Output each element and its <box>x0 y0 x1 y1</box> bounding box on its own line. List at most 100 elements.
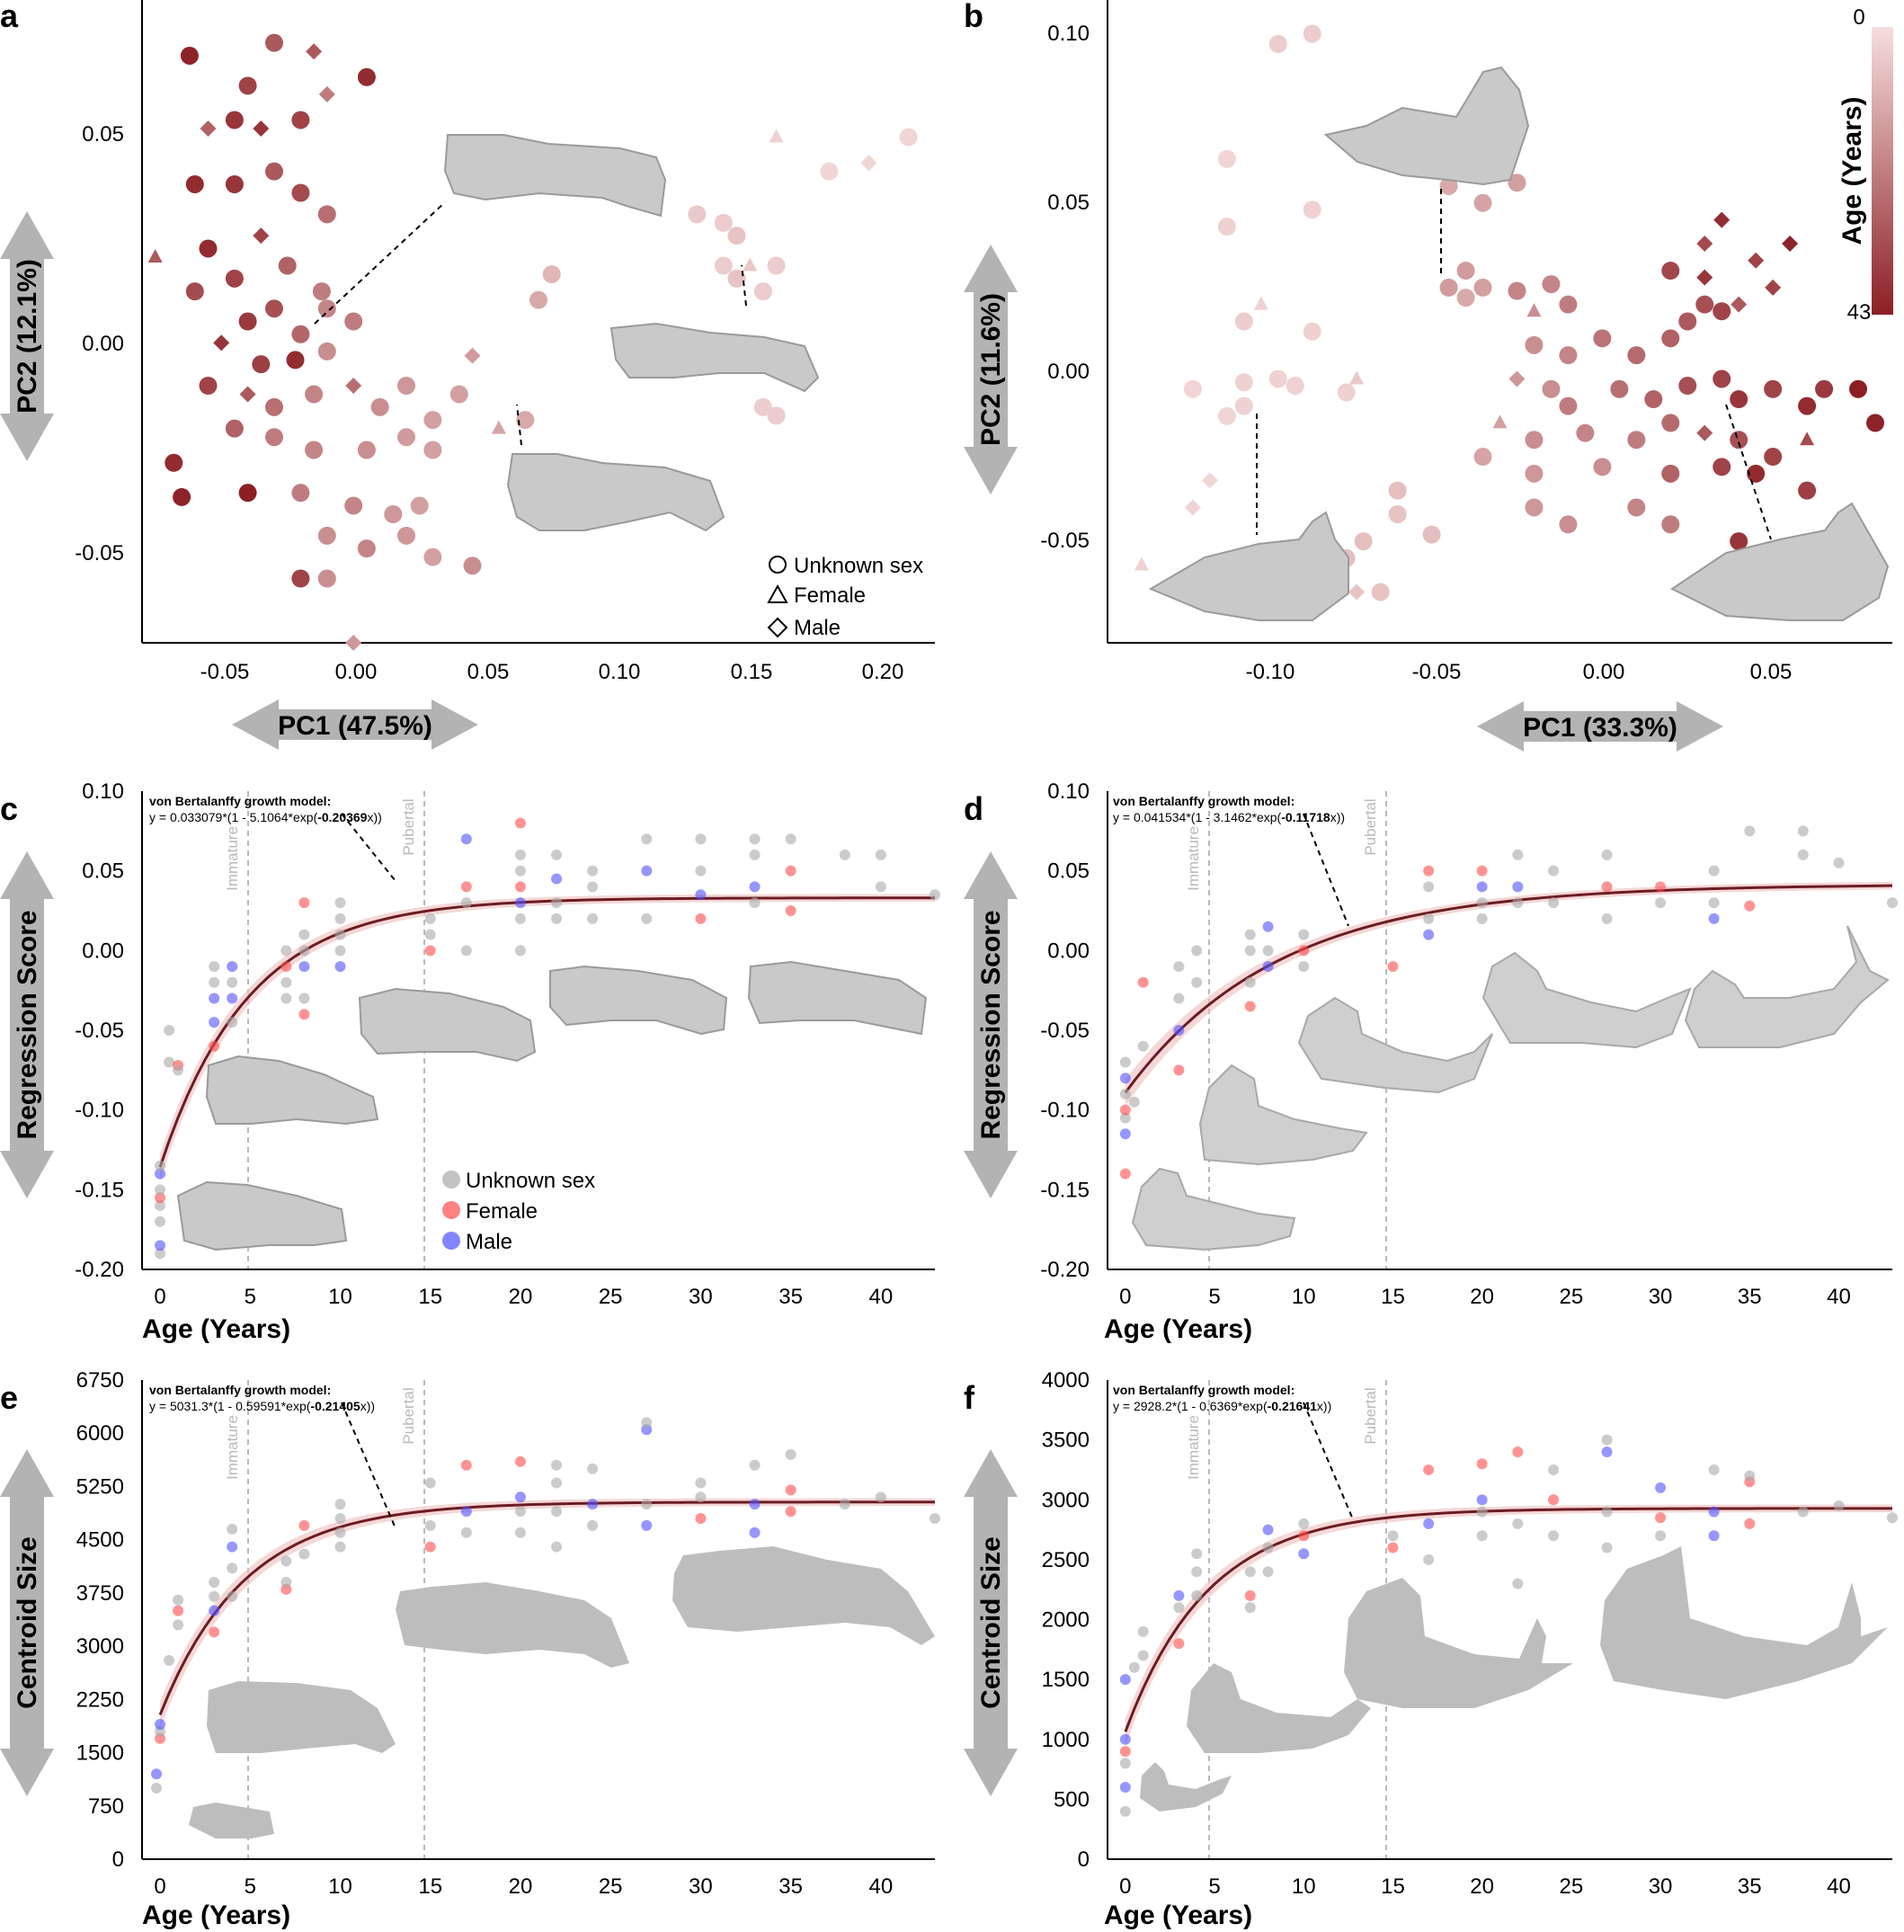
x-tick-label: 15 <box>1381 1285 1405 1309</box>
data-point <box>265 299 283 318</box>
data-point <box>298 897 310 909</box>
panel-label-d: d <box>964 790 983 827</box>
data-point <box>1119 1088 1131 1100</box>
x-axis-arrow: PC1 (33.3%) <box>1477 701 1723 752</box>
data-point <box>1696 269 1713 286</box>
data-point <box>1217 149 1236 168</box>
data-point <box>464 347 481 364</box>
data-point <box>1423 1554 1435 1565</box>
data-point <box>1744 900 1756 912</box>
y-tick-label: -0.05 <box>1040 1019 1090 1043</box>
data-point <box>199 377 218 395</box>
y-tick-label: -0.10 <box>1040 1099 1090 1123</box>
data-point <box>587 865 599 877</box>
fitted-curve <box>158 1500 936 1716</box>
data-point <box>1744 1518 1756 1529</box>
data-point <box>514 865 526 877</box>
x-tick-label: 25 <box>599 1285 623 1309</box>
data-point <box>265 33 283 52</box>
legend-marker-female <box>442 1201 460 1219</box>
data-point <box>491 420 506 434</box>
data-point <box>334 929 346 940</box>
data-point <box>1627 346 1646 365</box>
data-point <box>785 833 796 845</box>
data-point <box>514 945 526 957</box>
data-point <box>410 496 429 515</box>
legend-label: Unknown sex <box>466 1169 595 1193</box>
data-point <box>1492 414 1508 429</box>
data-point <box>291 484 310 503</box>
data-point <box>1298 961 1310 973</box>
x-tick-label: 15 <box>418 1874 442 1899</box>
legend-marker-male <box>442 1232 460 1250</box>
data-point <box>860 155 877 172</box>
data-point <box>209 976 220 988</box>
data-point <box>370 397 389 416</box>
data-point <box>185 174 204 193</box>
data-point <box>514 1527 526 1538</box>
age-colorbar: 0 43 Age (Years) <box>1837 5 1893 325</box>
y-axis-title: Centroid Size <box>976 1536 1006 1709</box>
data-point <box>345 378 362 394</box>
x-tick-label: 15 <box>418 1285 442 1309</box>
data-point <box>1303 322 1321 341</box>
data-point <box>155 1160 166 1171</box>
y-tick-label: 6000 <box>76 1421 124 1446</box>
data-point <box>1476 1530 1488 1542</box>
data-point <box>641 913 653 924</box>
data-point <box>749 1499 761 1510</box>
scatter-points <box>1134 24 1885 601</box>
data-point <box>542 265 561 284</box>
data-point <box>1119 1733 1131 1745</box>
data-point <box>280 945 292 957</box>
data-point <box>551 1506 563 1518</box>
data-point <box>298 929 310 940</box>
data-point <box>1764 448 1783 467</box>
y-tick-label: 0.00 <box>82 939 124 963</box>
y-tick-label: -0.20 <box>75 1258 124 1282</box>
data-point <box>1262 921 1274 932</box>
data-point <box>209 1605 220 1616</box>
data-point <box>1833 857 1845 868</box>
data-point <box>227 1017 238 1028</box>
data-point <box>1713 302 1731 321</box>
data-point <box>514 1491 526 1503</box>
data-point <box>1439 278 1458 297</box>
data-point <box>1137 1040 1149 1052</box>
data-point <box>1849 379 1868 398</box>
data-point <box>1747 464 1766 483</box>
scatter-points <box>155 817 940 1260</box>
data-point <box>291 569 310 588</box>
data-point <box>253 227 270 245</box>
data-point <box>1173 1589 1185 1601</box>
data-point <box>1348 583 1366 601</box>
y-tick-label: 4500 <box>76 1528 124 1553</box>
scatter-points <box>147 33 918 651</box>
y-tick-label: 2500 <box>1042 1548 1090 1572</box>
data-point <box>1708 865 1720 877</box>
x-tick-label: -0.05 <box>1412 660 1462 684</box>
data-point <box>1173 1602 1185 1614</box>
data-point <box>1476 897 1488 909</box>
equation-leader <box>1303 813 1349 927</box>
data-point <box>587 1519 599 1531</box>
data-point <box>1548 1494 1560 1506</box>
data-point <box>1476 913 1488 924</box>
data-point <box>1217 406 1236 425</box>
data-point <box>1119 1758 1131 1769</box>
guide-label-pubertal: Pubertal <box>400 798 417 855</box>
data-point <box>1601 913 1613 924</box>
data-point <box>1765 279 1782 296</box>
data-point <box>1422 525 1441 544</box>
data-point <box>1695 295 1714 314</box>
data-point <box>1244 929 1256 940</box>
data-point <box>587 1463 599 1474</box>
data-point <box>1559 295 1578 314</box>
data-point <box>1610 379 1629 398</box>
data-point <box>1512 849 1524 860</box>
y-tick-label: 500 <box>1054 1787 1090 1812</box>
data-point <box>1708 913 1720 924</box>
data-point <box>200 120 217 137</box>
data-point <box>1244 1602 1256 1614</box>
data-point <box>1423 1518 1435 1529</box>
